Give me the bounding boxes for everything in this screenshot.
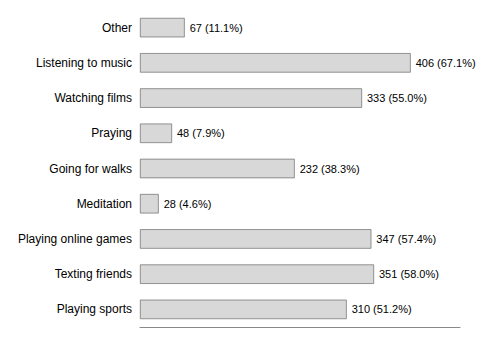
svg-text:Playing online games: Playing online games: [18, 232, 132, 246]
svg-text:Watching films: Watching films: [54, 91, 132, 105]
svg-text:347 (57.4%): 347 (57.4%): [376, 233, 436, 245]
svg-text:Playing sports: Playing sports: [57, 302, 132, 316]
svg-text:Listening to music: Listening to music: [36, 56, 132, 70]
svg-text:Praying: Praying: [91, 126, 132, 140]
svg-text:333 (55.0%): 333 (55.0%): [367, 92, 427, 104]
svg-text:67 (11.1%): 67 (11.1%): [190, 22, 243, 34]
svg-text:310 (51.2%): 310 (51.2%): [352, 303, 412, 315]
svg-text:406 (67.1%): 406 (67.1%): [416, 57, 476, 69]
svg-text:Meditation: Meditation: [77, 197, 132, 211]
svg-text:232 (38.3%): 232 (38.3%): [300, 163, 360, 175]
svg-text:28 (4.6%): 28 (4.6%): [164, 198, 212, 210]
svg-text:Texting friends: Texting friends: [55, 267, 132, 281]
svg-text:Other: Other: [102, 21, 132, 35]
svg-text:Going for walks: Going for walks: [49, 162, 132, 176]
svg-text:48 (7.9%): 48 (7.9%): [177, 127, 225, 139]
svg-text:351 (58.0%): 351 (58.0%): [379, 268, 439, 280]
